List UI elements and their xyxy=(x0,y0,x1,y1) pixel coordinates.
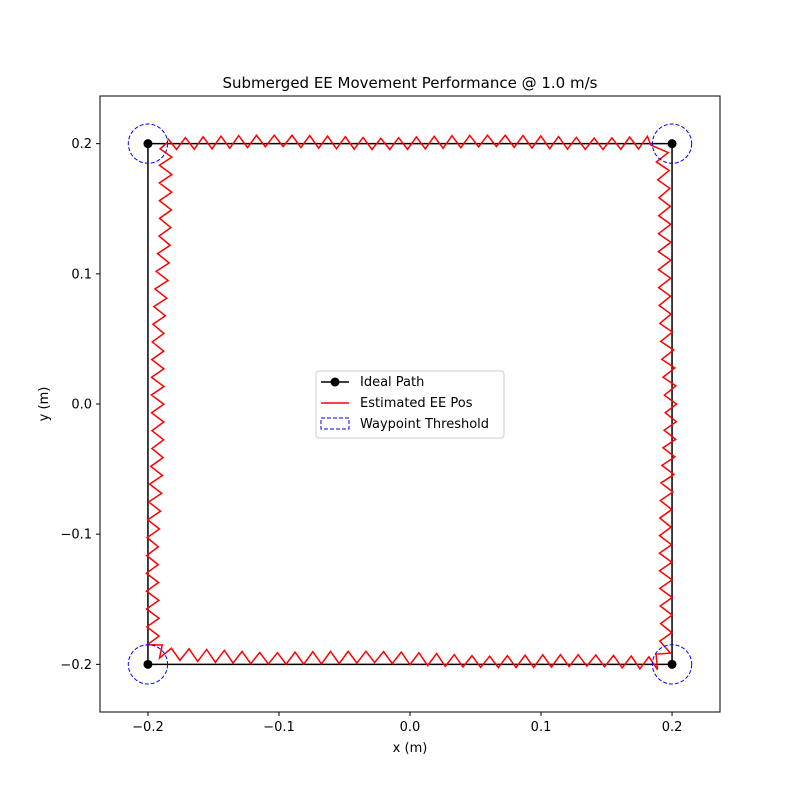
x-tick-label: 0.0 xyxy=(400,720,421,735)
chart-title: Submerged EE Movement Performance @ 1.0 … xyxy=(223,74,598,92)
y-tick-label: −0.1 xyxy=(60,528,92,543)
ideal-path-marker xyxy=(143,139,153,149)
x-tick-label: 0.1 xyxy=(531,720,552,735)
plot-area xyxy=(127,123,693,685)
waypoint-threshold-circle xyxy=(651,644,693,685)
legend-label-estimated-pos: Estimated EE Pos xyxy=(360,396,473,411)
x-tick-label: 0.2 xyxy=(662,720,683,735)
waypoint-threshold-circle xyxy=(127,123,169,164)
legend-waypoint-threshold-patch xyxy=(320,417,350,430)
legend-box xyxy=(315,370,505,439)
ideal-path-marker xyxy=(667,139,677,149)
estimated-ee-pos-line xyxy=(144,133,678,671)
legend-label-waypoint-threshold: Waypoint Threshold xyxy=(360,417,489,432)
y-tick-label: 0.2 xyxy=(71,137,92,152)
y-axis-label: y (m) xyxy=(37,387,52,422)
legend: Ideal Path Estimated EE Pos Waypoint Thr… xyxy=(315,370,505,439)
y-tick-label: −0.2 xyxy=(60,658,92,673)
x-axis-label: x (m) xyxy=(393,741,428,756)
ideal-path-marker xyxy=(143,659,153,669)
x-tick-label: −0.2 xyxy=(132,720,164,735)
y-tick-label: 0.1 xyxy=(71,267,92,282)
x-tick-label: −0.1 xyxy=(263,720,295,735)
waypoint-threshold-circle xyxy=(651,123,693,164)
waypoint-threshold-circle xyxy=(127,644,169,685)
y-axis-ticks: −0.2 −0.1 0.0 0.1 0.2 xyxy=(60,137,100,673)
ideal-path-marker xyxy=(667,659,677,669)
x-axis-ticks: −0.2 −0.1 0.0 0.1 0.2 xyxy=(132,712,682,735)
legend-label-ideal-path: Ideal Path xyxy=(360,375,424,390)
legend-ideal-path-marker xyxy=(330,377,340,387)
y-tick-label: 0.0 xyxy=(71,398,92,413)
